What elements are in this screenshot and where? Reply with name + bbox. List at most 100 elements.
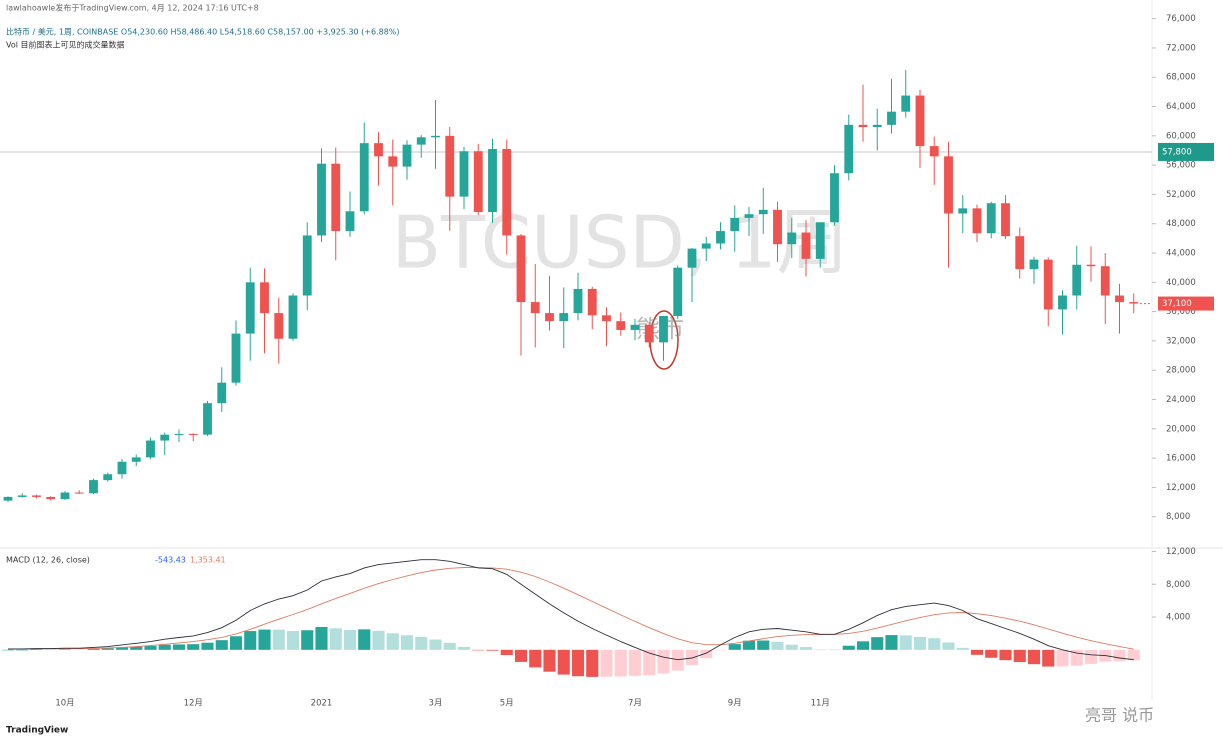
macd-line [8,559,1134,661]
candle-body [530,302,540,314]
candle-body [701,243,711,249]
macd-hist-bar [1127,649,1140,661]
macd-hist-bar [814,649,827,651]
y-tick-label: 76,000 [1166,14,1196,24]
candle-body [3,496,13,501]
macd-hist-bar [1056,649,1069,667]
candle-body [1072,264,1082,296]
macd-hist-bar [557,649,570,675]
y-tick-label: 40,000 [1166,278,1196,288]
candle-body [388,156,398,167]
y-tick-label: 68,000 [1166,73,1196,83]
candle-body [1015,236,1025,270]
candle-body [573,288,583,314]
macd-hist-bar [714,649,727,651]
macd-hist-bar [301,630,314,650]
macd-hist-bar [685,649,699,666]
macd-hist-bar [1013,649,1026,663]
macd-y-tick-label: 4,000 [1166,613,1190,623]
macd-hist-bar [514,649,528,662]
macd-hist-bar [258,629,271,650]
signal-legend-value: 1,353.41 [190,556,226,565]
x-tick-label: 12月 [184,699,203,709]
y-tick-label: 24,000 [1166,395,1196,405]
macd-hist-bar [785,644,798,650]
y-tick-label: 8,000 [1166,512,1190,522]
y-tick-label: 72,000 [1166,43,1196,53]
candle-body [958,208,968,214]
candle-body [587,288,597,316]
macd-hist-bar [1042,649,1055,667]
candle-body [431,135,440,138]
candle-body [459,151,469,197]
candle-body [630,324,640,330]
candle-body [416,137,426,145]
macd-hist-bar [571,649,585,677]
candle-body [744,214,754,218]
macd-hist-bar [757,640,770,650]
signal-line [8,567,1134,650]
macd-legend: MACD (12, 26, close) [6,556,90,565]
y-tick-label: 36,000 [1166,307,1196,317]
macd-hist-bar [700,649,713,659]
macd-hist-bar [671,649,684,671]
candle-body [502,149,512,236]
x-tick-label: 5月 [500,699,514,709]
candle-body [687,248,697,268]
macd-hist-bar [58,649,72,650]
candle-body [758,209,768,215]
macd-hist-bar [614,649,627,677]
candle-body [103,474,113,481]
candle-body [787,232,797,245]
x-tick-label: 3月 [429,699,443,709]
candle-body [60,492,70,500]
macd-hist-bar [799,647,813,650]
macd-hist-bar [728,644,741,650]
macd-hist-bar [87,648,100,650]
candle-body [146,440,155,458]
macd-hist-bar [229,636,243,650]
candle-body [716,231,725,244]
macd-hist-bar [358,629,371,650]
candle-body [887,111,896,125]
candle-body [773,209,782,245]
y-tick-label: 44,000 [1166,249,1196,259]
x-tick-label: 10月 [55,699,74,709]
x-tick-label: 7月 [628,699,642,709]
macd-hist-bar [543,649,556,672]
macd-hist-bar [286,631,300,650]
candle-body [1115,295,1124,303]
candle-body [1086,264,1096,267]
note-line: Vol 目前图表上可见的成交量数据 [6,40,125,50]
macd-y-tick-label: 8,000 [1166,580,1190,590]
macd-hist-bar [529,649,542,668]
macd-hist-bar [415,636,428,650]
candle-body [844,124,854,174]
candle-body [203,403,212,435]
y-tick-label: 64,000 [1166,102,1196,112]
macd-hist-bar [400,635,414,650]
macd-hist-bar [970,649,984,655]
candle-body [402,144,412,167]
candle-body [559,313,569,322]
candle-body [32,495,41,497]
macd-hist-bar [899,635,912,650]
macd-hist-bar [172,644,186,650]
macd-hist-bar [828,649,841,651]
macd-hist-bar [429,639,442,650]
candle-body [1058,295,1067,310]
candle-body [616,321,626,330]
candle-body [302,235,312,296]
candle-body [673,267,683,317]
macd-hist-bar [315,626,328,650]
macd-hist-bar [586,649,599,677]
candle-body [174,433,184,435]
candle-body [815,222,825,259]
symbol-line: 比特币 / 美元, 1周, COINBASE O54,230.60 H58,48… [6,27,400,37]
y-tick-label: 48,000 [1166,219,1196,229]
last-price-box [1158,296,1214,311]
macd-hist-bar [771,641,784,650]
macd-hist-bar [913,636,927,650]
candle-body [901,95,911,112]
